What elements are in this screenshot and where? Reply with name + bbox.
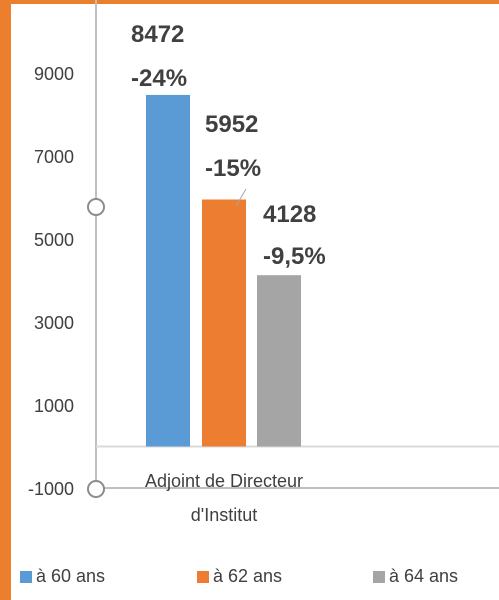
- data-label-change: -9,5%: [263, 243, 326, 270]
- axes: -1000 1000 3000 5000 7000 9000 11000 Adjoint de…: [25, 0, 499, 525]
- legend-label: à 62 ans: [213, 566, 283, 586]
- y-tick-label: 5000: [34, 230, 74, 250]
- selection-handle: [87, 480, 105, 498]
- legend-item: à 62 ans: [197, 566, 282, 587]
- y-tick-label: 9000: [34, 64, 74, 84]
- frame-top-border: [0, 0, 499, 4]
- bar-1: [146, 94, 190, 447]
- data-label-value: 5952: [205, 111, 258, 138]
- bars: [146, 94, 301, 447]
- category-label-line-1: Adjoint de Directeur: [145, 471, 303, 491]
- y-tick-label: 7000: [34, 147, 74, 167]
- legend-swatch: [197, 570, 209, 583]
- y-tick-label: 1000: [34, 396, 74, 416]
- data-label-change: -15%: [205, 155, 261, 182]
- data-label-change: -24%: [131, 65, 187, 92]
- y-tick-label: 3000: [34, 313, 74, 333]
- legend-label: à 64 ans: [389, 566, 459, 586]
- legend-swatch: [20, 570, 32, 583]
- leader-line: [235, 188, 247, 207]
- data-label-value: 4128: [263, 201, 316, 228]
- frame-left-border: [0, 0, 11, 600]
- legend-item: à 60 ans: [20, 566, 105, 587]
- y-tick-label: -1000: [28, 479, 74, 499]
- legend-item: à 64 ans: [373, 566, 458, 587]
- legend: à 60 ans à 62 ans à 64 ans: [20, 566, 490, 590]
- selection-handle: [87, 198, 105, 216]
- y-tick-label: 11000: [25, 0, 74, 1]
- legend-swatch: [373, 570, 385, 583]
- data-labels: 8472 -24% 5952 -15%4128 -9,5%: [131, 21, 326, 270]
- category-label-line-2: d'Institut: [191, 505, 257, 525]
- legend-label: à 60 ans: [36, 566, 106, 586]
- bar-3: [257, 275, 301, 447]
- data-label-value: 8472: [131, 21, 184, 48]
- bar-2: [202, 199, 246, 447]
